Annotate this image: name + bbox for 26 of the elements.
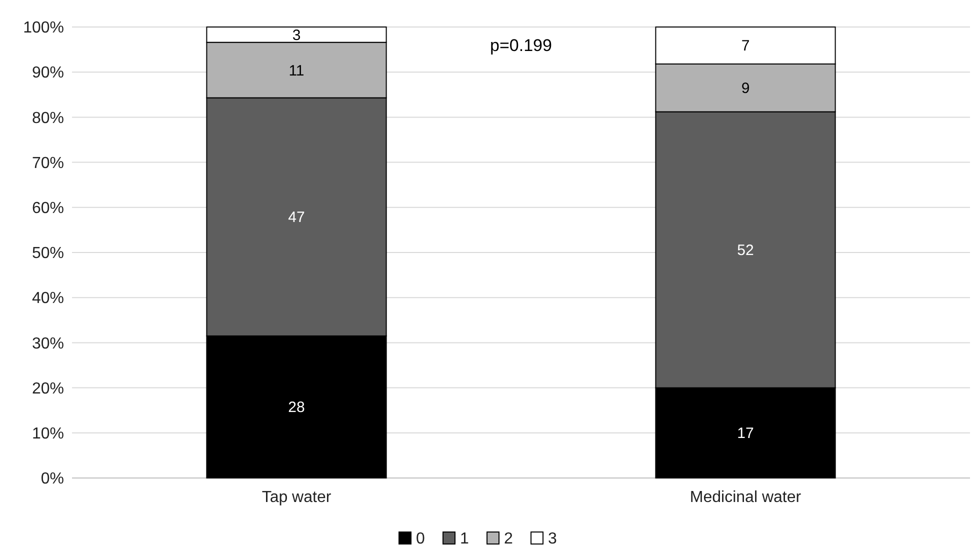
x-tick-label: Tap water [262,489,332,506]
legend-label: 2 [504,530,513,548]
annotation: 11 [288,62,304,80]
y-tick-label: 60% [32,200,64,217]
y-tick-label: 50% [32,245,64,262]
y-tick-label: 30% [32,335,64,352]
y-tick-label: 90% [32,64,64,82]
annotation: 28 [288,399,305,416]
annotation: 3 [292,26,301,44]
legend-label: 0 [416,530,425,548]
legend-label: 1 [460,530,469,548]
legend-label: 3 [548,530,557,548]
y-tick-label: 10% [32,426,64,442]
y-tick-label: 40% [32,290,64,308]
x-tick-label: Medicinal water [690,489,802,506]
y-tick-label: 0% [40,470,64,488]
annotation: 52 [737,242,754,260]
annotation: 7 [741,38,750,55]
y-tick-label: 70% [32,154,64,172]
y-tick-label: 100% [23,20,64,37]
y-tick-label: 20% [32,380,64,398]
annotation: p=0.199 [490,36,552,55]
annotation: 47 [288,209,305,226]
y-tick-label: 80% [32,110,64,127]
annotation: 9 [741,80,750,98]
annotation: 17 [737,425,754,442]
